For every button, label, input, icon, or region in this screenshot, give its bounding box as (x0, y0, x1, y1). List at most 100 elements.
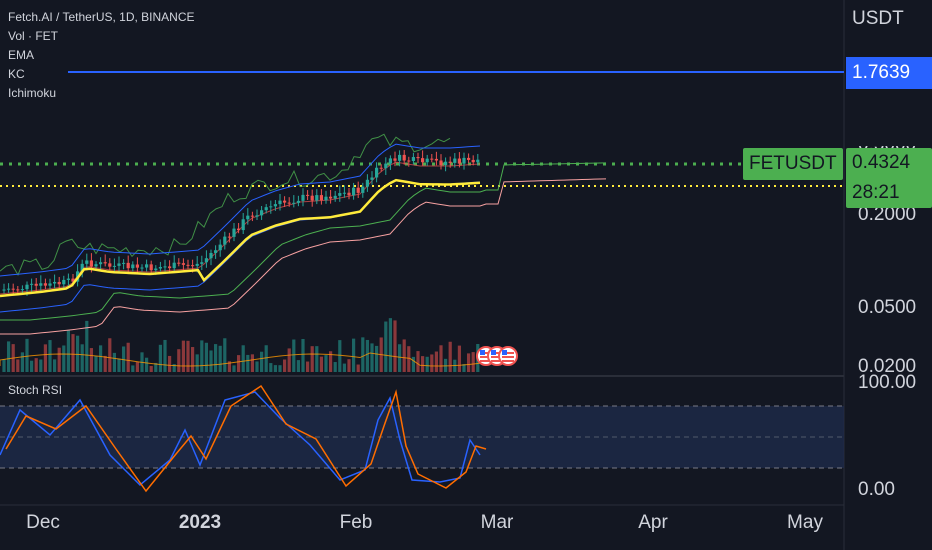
volume-bar (20, 352, 24, 372)
volume-bar (352, 338, 356, 372)
candle-body (204, 258, 208, 263)
ema-path (0, 178, 481, 298)
candle-body (191, 265, 195, 267)
volume-bar (108, 338, 112, 372)
volume-bar (283, 359, 287, 372)
volume-bar (287, 348, 291, 372)
time-label-mar: Mar (480, 512, 514, 533)
volume-bar (62, 345, 66, 372)
candle-body (398, 154, 402, 161)
candle-body (471, 159, 475, 163)
volume-bar (301, 338, 305, 372)
price-tick: 0.0500 (858, 297, 917, 318)
legend-ichimoku[interactable]: Ichimoku (8, 86, 57, 100)
volume-bar (66, 329, 70, 372)
time-label-may: May (787, 512, 823, 533)
candle-body (168, 266, 172, 269)
volume-bar (375, 345, 379, 372)
last-price-tag[interactable]: 0.4324 28:21 (846, 148, 932, 208)
candle-body (25, 284, 29, 290)
candle-body (140, 267, 144, 269)
volume-bar (462, 364, 466, 372)
volume-bar (177, 349, 181, 372)
candle-body (39, 283, 43, 286)
symbol-title[interactable]: Fetch.AI / TetherUS, 1D, BINANCE (8, 10, 195, 24)
volume-bar (30, 360, 34, 372)
volume-bar (347, 359, 351, 372)
candle-body (80, 263, 84, 272)
candle-body (356, 187, 360, 193)
candle-body (260, 210, 264, 216)
legend-kc[interactable]: KC (8, 67, 25, 81)
candle-body (131, 264, 135, 269)
candle-body (7, 288, 11, 290)
candle-body (126, 262, 130, 269)
volume-bar (149, 365, 153, 372)
volume-bar (273, 365, 277, 372)
candlesticks[interactable] (2, 150, 480, 296)
symbol-tag[interactable]: FETUSDT (743, 148, 843, 180)
volume-bar (315, 346, 319, 372)
volume-bar (467, 353, 471, 372)
candle-body (158, 266, 162, 269)
volume-bar (85, 320, 89, 372)
volume-bar (434, 351, 438, 372)
ichimoku-lagging (0, 133, 451, 276)
volume-bar (356, 364, 360, 372)
stoch-tick-100: 100.00 (858, 372, 917, 393)
candle-body (342, 192, 346, 194)
candle-body (57, 281, 61, 285)
volume-bar (218, 345, 222, 372)
volume-bar (94, 355, 98, 372)
volume-bar (172, 364, 176, 372)
candle-body (421, 158, 425, 163)
volume-ma-line (0, 352, 481, 367)
volume-bar (25, 338, 29, 372)
volume-bar (310, 346, 314, 372)
volume-bar (319, 356, 323, 372)
candle-body (361, 186, 365, 193)
stoch-rsi-title[interactable]: Stoch RSI (8, 383, 63, 397)
volume-bar (214, 344, 218, 372)
volume-bar (329, 351, 333, 372)
kc-upper (0, 143, 481, 277)
volume-bar (7, 341, 11, 372)
volume-bar (306, 361, 310, 372)
candle-body (384, 163, 388, 169)
volume-bar (264, 345, 268, 372)
candle-body (453, 158, 457, 163)
candle-body (352, 187, 356, 196)
candle-body (370, 177, 374, 180)
us-flag-icon[interactable] (498, 346, 518, 366)
candle-body (103, 262, 107, 264)
legend-volume[interactable]: Vol · FET (8, 29, 59, 43)
candle-body (444, 161, 448, 166)
volume-bar (16, 359, 20, 372)
event-flags[interactable] (476, 346, 518, 366)
volume-bar (338, 340, 342, 372)
volume-bar (39, 359, 43, 372)
bar-countdown: 28:21 (852, 182, 900, 203)
volume-bar (163, 339, 167, 372)
candle-body (53, 281, 57, 284)
volume-bar (186, 340, 190, 372)
volume-bar (421, 356, 425, 372)
candle-body (237, 228, 241, 231)
volume-bar (457, 345, 461, 372)
candle-body (195, 263, 199, 266)
volume-bar (103, 355, 107, 372)
volume-bar (131, 365, 135, 372)
candle-body (467, 157, 471, 160)
legend-ema[interactable]: EMA (8, 48, 35, 62)
candle-body (218, 244, 222, 251)
candle-body (306, 194, 310, 196)
candle-body (462, 157, 466, 164)
candle-body (347, 192, 351, 196)
volume-bar (80, 344, 84, 372)
alert-price-tag[interactable]: 1.7639 (846, 57, 932, 89)
volume-bar (99, 345, 103, 372)
volume-bar (402, 339, 406, 372)
volume-bar (425, 356, 429, 372)
candle-body (393, 158, 397, 161)
